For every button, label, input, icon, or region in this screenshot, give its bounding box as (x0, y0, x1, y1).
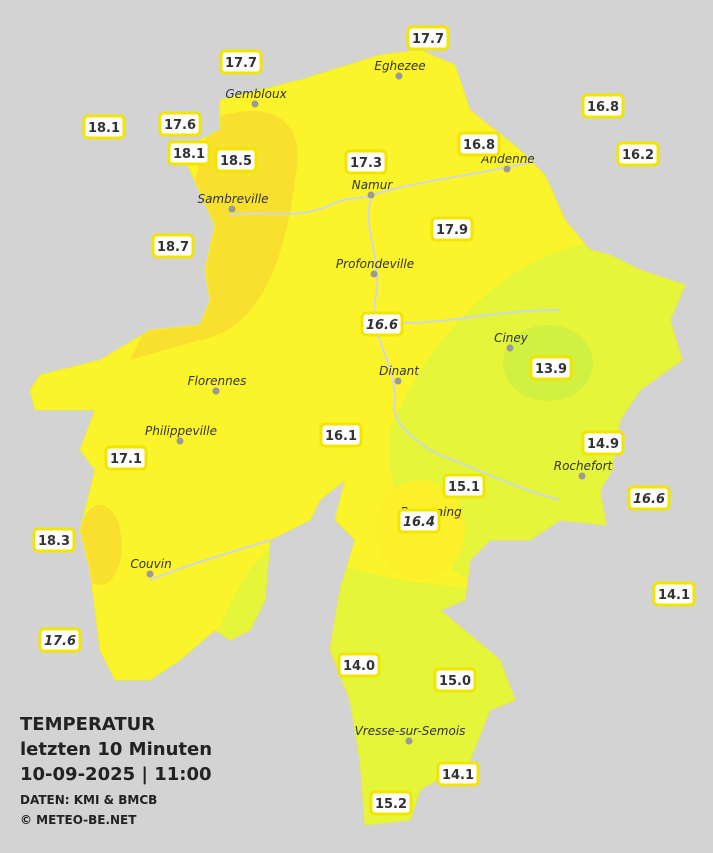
city-label: Profondeville (336, 257, 414, 271)
city-dot (370, 270, 378, 278)
station-label: 15.0 (439, 674, 471, 689)
cities: EghezeeGemblouxAndenneNamurSambrevillePr… (130, 59, 614, 745)
credit-line: DATEN: KMI & BMCB (20, 793, 157, 807)
station-label: 14.1 (658, 588, 690, 603)
station-label: 16.6 (633, 492, 665, 507)
city-dot (578, 472, 586, 480)
station-label: 14.0 (343, 659, 375, 674)
station-label: 15.2 (375, 797, 407, 812)
station-label: 17.6 (164, 118, 196, 133)
station-label: 16.2 (622, 148, 654, 163)
station-box (219, 49, 263, 75)
station-label: 16.8 (587, 100, 619, 115)
city-dot (251, 100, 259, 108)
city-label: Florennes (188, 374, 247, 388)
city-dot (367, 191, 375, 199)
station-label: 16.8 (463, 138, 495, 153)
station-label: 15.1 (448, 480, 480, 495)
station-box (360, 311, 404, 337)
station-label: 17.7 (412, 32, 444, 47)
station-label: 16.4 (403, 515, 435, 530)
station-box (581, 93, 625, 119)
station-label: 16.6 (366, 318, 398, 333)
station-box (627, 485, 671, 511)
station-box (32, 527, 76, 553)
city-label: Rochefort (554, 459, 614, 473)
station-label: 18.1 (173, 147, 205, 162)
city-dot (506, 344, 514, 352)
station-box (457, 131, 501, 157)
station-box (167, 140, 211, 166)
station-label: 17.1 (110, 452, 142, 467)
station-box (214, 147, 258, 173)
stations: 17.7 17.7 18.1 17.6 18.1 18.5 16.8 16.2 16.8 17.3… (32, 25, 696, 816)
city-label: Dinant (379, 364, 420, 378)
city-label: Sambreville (197, 192, 268, 206)
station-label: 17.7 (225, 56, 257, 71)
station-box (151, 233, 195, 259)
station-box (397, 508, 441, 534)
station-box (529, 355, 573, 381)
city-dot (395, 72, 403, 80)
station-label: 17.6 (44, 634, 76, 649)
city-dot (394, 377, 402, 385)
station-label: 18.1 (88, 121, 120, 136)
station-box (581, 430, 625, 456)
station-box (430, 216, 474, 242)
station-box (337, 652, 381, 678)
station-box (433, 667, 477, 693)
city-dot (405, 737, 413, 745)
city-dot (146, 570, 154, 578)
station-box (158, 111, 202, 137)
city-label: Couvin (130, 557, 171, 571)
station-label: 17.3 (350, 156, 382, 171)
station-box (436, 761, 480, 787)
city-label: Namur (352, 178, 394, 192)
credit-line: © METEO-BE.NET (20, 813, 137, 827)
city-label: Philippeville (145, 424, 217, 438)
title-line: letzten 10 Minuten (20, 739, 212, 760)
title-block: TEMPERATUR letzten 10 Minuten 10-09-2025 |… (20, 714, 212, 827)
station-box (319, 422, 363, 448)
station-label: 13.9 (535, 362, 567, 377)
station-label: 18.7 (157, 240, 189, 255)
station-label: 14.1 (442, 768, 474, 783)
station-box (38, 627, 82, 653)
city-label: Gembloux (225, 87, 287, 101)
city-dot (212, 387, 220, 395)
station-box (344, 149, 388, 175)
title-line: 10-09-2025 | 11:00 (20, 764, 212, 785)
station-label: 14.9 (587, 437, 619, 452)
station-box (442, 473, 486, 499)
title-line: TEMPERATUR (20, 714, 155, 735)
station-label: 18.3 (38, 534, 70, 549)
city-dot (176, 437, 184, 445)
station-box (369, 790, 413, 816)
station-label: 17.9 (436, 223, 468, 238)
city-label: Eghezee (374, 59, 425, 73)
city-label: Ciney (494, 331, 529, 345)
city-dot (503, 165, 511, 173)
station-box (652, 581, 696, 607)
city-dot (228, 205, 236, 213)
station-box (82, 114, 126, 140)
city-label: Vresse-sur-Semois (355, 724, 466, 738)
station-label: 18.5 (220, 154, 252, 169)
station-box (104, 445, 148, 471)
station-box (616, 141, 660, 167)
station-box (406, 25, 450, 51)
station-label: 16.1 (325, 429, 357, 444)
